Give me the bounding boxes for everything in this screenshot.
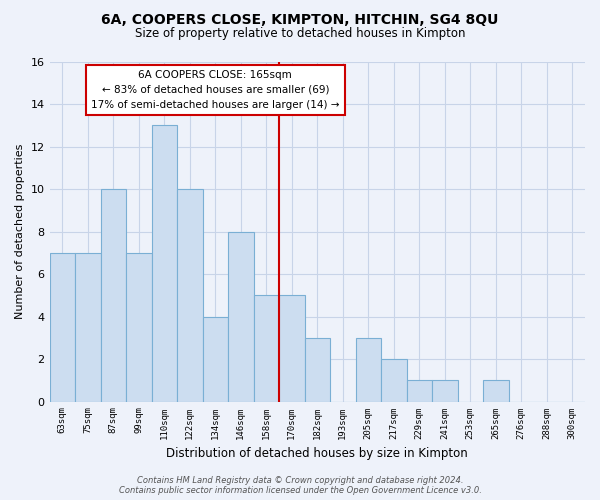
Bar: [203, 316, 228, 402]
Bar: [228, 232, 254, 402]
Bar: [177, 189, 203, 402]
Bar: [152, 126, 177, 402]
Bar: [407, 380, 432, 402]
Text: Contains HM Land Registry data © Crown copyright and database right 2024.
Contai: Contains HM Land Registry data © Crown c…: [119, 476, 481, 495]
Y-axis label: Number of detached properties: Number of detached properties: [15, 144, 25, 319]
Bar: [101, 189, 126, 402]
Text: 6A COOPERS CLOSE: 165sqm
← 83% of detached houses are smaller (69)
17% of semi-d: 6A COOPERS CLOSE: 165sqm ← 83% of detach…: [91, 70, 340, 110]
X-axis label: Distribution of detached houses by size in Kimpton: Distribution of detached houses by size …: [166, 447, 468, 460]
Bar: [254, 296, 279, 402]
Bar: [381, 359, 407, 402]
Bar: [483, 380, 509, 402]
Bar: [305, 338, 330, 402]
Bar: [279, 296, 305, 402]
Text: Size of property relative to detached houses in Kimpton: Size of property relative to detached ho…: [135, 28, 465, 40]
Bar: [75, 253, 101, 402]
Bar: [432, 380, 458, 402]
Bar: [356, 338, 381, 402]
Bar: [126, 253, 152, 402]
Bar: [50, 253, 75, 402]
Text: 6A, COOPERS CLOSE, KIMPTON, HITCHIN, SG4 8QU: 6A, COOPERS CLOSE, KIMPTON, HITCHIN, SG4…: [101, 12, 499, 26]
